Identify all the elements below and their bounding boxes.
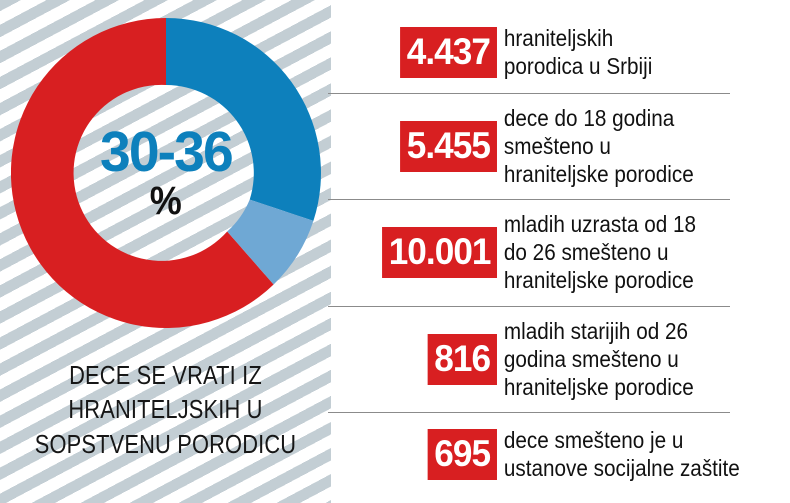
donut-caption: DECE SE VRATI IZ HRANITELJSKIH U SOPSTVE… [26,358,304,461]
stat-description: mladih starijih od 26 godina smešteno u … [503,317,761,401]
stat-desc-line: hraniteljske porodice [503,161,694,188]
stat-separator [328,93,730,94]
stat-number-cell: 695 [331,428,503,480]
stat-desc-line: hraniteljskih [503,24,614,51]
stat-description: hraniteljskih porodica u Srbiji [503,24,761,80]
stat-row: 695 dece smešteno je u ustanove socijaln… [331,416,790,492]
stat-desc-line: smešteno u [503,132,611,159]
donut-panel: 30-36 % DECE SE VRATI IZ HRANITELJSKIH U… [0,0,331,503]
caption-line-2: HRANITELJSKIH U [68,394,263,425]
stat-number-cell: 4.437 [331,26,503,78]
stat-separator [328,199,730,200]
stat-desc-line: hraniteljske porodice [503,374,694,401]
stat-number-badge: 695 [427,428,497,480]
stat-number-badge: 816 [427,333,497,385]
stat-description: mladih uzrasta od 18 do 26 smešteno u hr… [503,210,761,294]
stat-row: 10.001 mladih uzrasta od 18 do 26 smešte… [331,203,790,301]
stat-desc-line: do 26 smešteno u [503,238,669,265]
donut-segment-red [11,18,274,328]
stat-desc-line: mladih uzrasta od 18 [503,210,697,237]
stat-desc-line: mladih starijih od 26 [503,317,689,344]
stat-separator [328,306,730,307]
stats-panel: 4.437 hraniteljskih porodica u Srbiji 5.… [328,0,790,503]
stat-number-cell: 816 [331,333,503,385]
stat-row: 4.437 hraniteljskih porodica u Srbiji [331,14,790,90]
stat-desc-line: hraniteljske porodice [503,267,694,294]
stat-desc-line: godina smešteno u [503,345,679,372]
donut-chart [11,18,321,328]
stat-row: 5.455 dece do 18 godina smešteno u hrani… [331,97,790,195]
stat-desc-line: ustanove socijalne zaštite [503,455,740,481]
caption-line-3: SOPSTVENU PORODICU [34,428,297,459]
caption-line-1: DECE SE VRATI IZ [69,360,262,390]
donut-segment-light-blue [227,199,314,285]
donut-segment-blue [166,18,321,221]
stat-number-badge: 5.455 [400,120,497,172]
stat-number-cell: 5.455 [331,120,503,172]
stat-desc-line: porodica u Srbiji [503,53,653,79]
stat-number-badge: 10.001 [381,226,497,278]
stat-separator [328,412,730,413]
donut-chart-svg [11,18,321,328]
stat-desc-line: dece smešteno je u [503,426,684,453]
stat-number-badge: 4.437 [400,26,497,78]
stat-number-cell: 10.001 [331,226,503,278]
stat-description: dece smešteno je u ustanove socijalne za… [503,426,761,482]
stat-row: 816 mladih starijih od 26 godina smešten… [331,310,790,408]
stat-description: dece do 18 godina smešteno u hraniteljsk… [503,104,761,188]
stat-desc-line: dece do 18 godina [503,104,675,131]
